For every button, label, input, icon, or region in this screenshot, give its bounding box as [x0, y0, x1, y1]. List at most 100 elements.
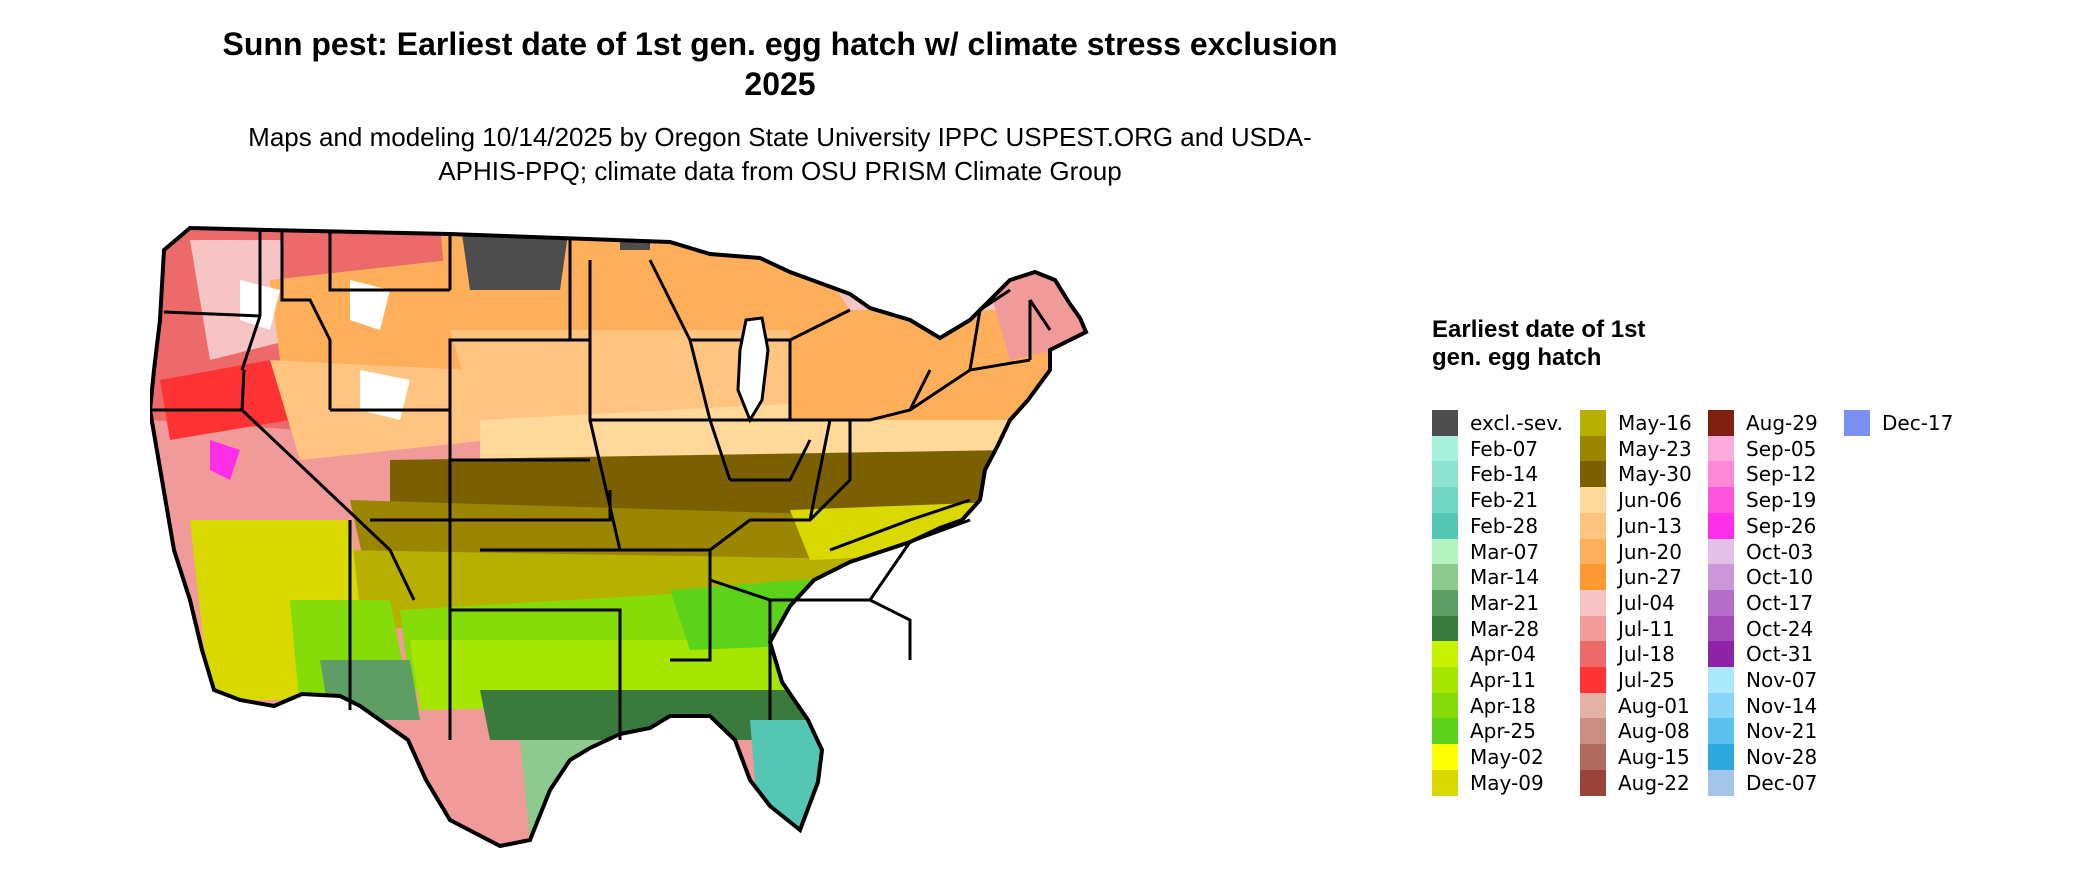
conus-hatch-date-map	[150, 225, 1089, 849]
legend-label: Jun-27	[1618, 565, 1682, 590]
legend-swatch	[1844, 410, 1870, 436]
legend-label: Mar-28	[1470, 616, 1540, 641]
legend-swatch	[1432, 461, 1458, 488]
legend-label: Nov-14	[1746, 693, 1818, 718]
legend-swatch	[1708, 435, 1734, 462]
legend-swatch	[1580, 615, 1606, 642]
legend-item: Nov-07	[1708, 667, 1817, 693]
legend-label: Sep-05	[1746, 436, 1817, 461]
legend-label: Sep-19	[1746, 488, 1817, 513]
legend-label: Aug-08	[1618, 719, 1690, 744]
legend-swatch	[1580, 769, 1606, 796]
legend-item: Oct-10	[1708, 564, 1813, 591]
legend-swatch	[1580, 487, 1606, 514]
legend-swatch	[1708, 512, 1734, 539]
legend-item: Feb-07	[1432, 435, 1538, 462]
legend-label: Aug-22	[1618, 770, 1690, 795]
legend-swatch	[1432, 512, 1458, 539]
legend-swatch	[1432, 615, 1458, 642]
legend-swatch	[1580, 692, 1606, 719]
legend-item: Jul-11	[1580, 615, 1675, 642]
legend-item: Apr-11	[1432, 667, 1536, 693]
legend-swatch	[1708, 410, 1734, 436]
legend-swatch	[1580, 461, 1606, 488]
legend-item: Dec-17	[1844, 410, 1953, 436]
legend-item: Apr-18	[1432, 692, 1536, 719]
legend-label: Sep-12	[1746, 462, 1817, 487]
legend-label: Jul-04	[1618, 590, 1675, 615]
legend-swatch	[1432, 564, 1458, 591]
legend-label: Dec-17	[1882, 411, 1954, 435]
legend-item: Mar-14	[1432, 564, 1540, 591]
legend-label: Jun-20	[1618, 539, 1682, 564]
legend-item: Sep-05	[1708, 435, 1817, 462]
legend-item: excl.-sev.	[1432, 410, 1563, 436]
legend-label: Jun-13	[1618, 513, 1682, 538]
legend-swatch	[1432, 589, 1458, 616]
legend-label: May-09	[1470, 770, 1544, 795]
legend-label: Feb-28	[1470, 513, 1539, 538]
legend-item: Jul-25	[1580, 667, 1675, 693]
legend-label: Sep-26	[1746, 513, 1817, 538]
legend-swatch	[1580, 718, 1606, 745]
legend-label: Mar-14	[1470, 565, 1540, 590]
legend-item: Sep-12	[1708, 461, 1817, 488]
legend-label: Mar-21	[1470, 590, 1540, 615]
legend-label: Nov-21	[1746, 719, 1818, 744]
legend-item: May-02	[1432, 744, 1544, 771]
legend-swatch	[1708, 461, 1734, 488]
legend-swatch	[1580, 538, 1606, 565]
legend-item: Sep-26	[1708, 512, 1817, 539]
legend-label: Mar-07	[1470, 539, 1540, 564]
legend-swatch	[1432, 769, 1458, 796]
legend-item: Mar-07	[1432, 538, 1540, 565]
legend-label: Jun-06	[1618, 488, 1682, 513]
legend-item: Jun-20	[1580, 538, 1682, 565]
legend-item: Apr-25	[1432, 718, 1536, 745]
legend-item: Mar-28	[1432, 615, 1540, 642]
legend-label: Oct-03	[1746, 539, 1814, 564]
legend-swatch	[1708, 744, 1734, 771]
legend-swatch	[1708, 538, 1734, 565]
legend-label: May-02	[1470, 745, 1544, 770]
legend-label: Apr-25	[1470, 719, 1536, 744]
legend-item: Nov-21	[1708, 718, 1818, 745]
legend-label: Jul-11	[1618, 616, 1675, 641]
legend-swatch	[1708, 615, 1734, 642]
legend-swatch	[1708, 692, 1734, 719]
legend-label: Feb-14	[1470, 462, 1539, 487]
legend-label: May-23	[1618, 436, 1692, 461]
legend-swatch	[1708, 564, 1734, 591]
legend-item: Aug-22	[1580, 769, 1690, 796]
legend-item: Feb-14	[1432, 461, 1539, 488]
legend-label: Oct-17	[1746, 590, 1814, 615]
legend-swatch	[1708, 641, 1734, 668]
legend-label: Jul-25	[1618, 668, 1675, 692]
legend-item: Apr-04	[1432, 641, 1536, 668]
legend-item: Jun-27	[1580, 564, 1682, 591]
legend-item: Nov-14	[1708, 692, 1818, 719]
legend-item: Nov-28	[1708, 744, 1817, 771]
legend-swatch	[1580, 512, 1606, 539]
legend-label: Oct-24	[1746, 616, 1814, 641]
legend-label: Apr-18	[1470, 693, 1536, 718]
legend-swatch	[1708, 718, 1734, 745]
legend-label: May-30	[1618, 462, 1692, 487]
legend-item: Oct-24	[1708, 615, 1814, 642]
legend-title: Earliest date of 1st gen. egg hatch	[1432, 316, 1646, 371]
legend-item: Jun-06	[1580, 487, 1682, 514]
legend-label: Dec-07	[1746, 770, 1818, 795]
legend-swatch	[1432, 718, 1458, 745]
legend-label: Apr-11	[1470, 668, 1536, 692]
legend-item: Feb-28	[1432, 512, 1539, 539]
legend-swatch	[1580, 589, 1606, 616]
legend-swatch	[1580, 410, 1606, 436]
legend-label: Nov-07	[1746, 668, 1818, 692]
map-subtitle: Maps and modeling 10/14/2025 by Oregon S…	[248, 122, 1312, 186]
legend-swatch	[1580, 564, 1606, 591]
legend-swatch	[1432, 641, 1458, 668]
legend-item: Oct-03	[1708, 538, 1814, 565]
legend-item: Sep-19	[1708, 487, 1817, 514]
legend-item: Oct-31	[1708, 641, 1813, 668]
legend-item: Dec-07	[1708, 769, 1818, 796]
